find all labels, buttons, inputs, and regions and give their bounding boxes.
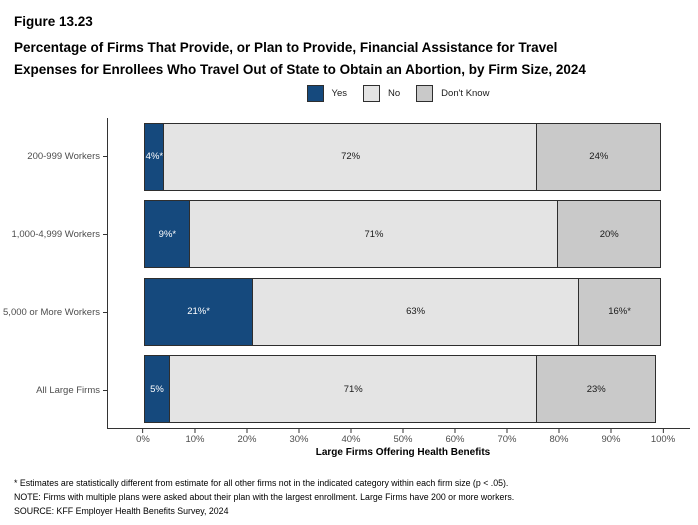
bar-segment-yes: 4%* [144,122,165,191]
x-tick-mark [402,429,404,433]
bar-row-1000-4999: 9%* 71% 20% [108,196,690,274]
x-tick: 10% [185,429,205,445]
footnote-significance: * Estimates are statistically different … [14,478,509,488]
legend-label-yes: Yes [331,87,348,99]
bar-row-all-large-firms: 5% 71% 23% [108,351,690,429]
plot-panel: 4%* 72% 24% 9%* 71% 20% 21%* 63% 16%* 5%… [107,118,690,429]
x-tick-mark [350,429,352,433]
stacked-bar-chart: 200-999 Workers 1,000-4,999 Workers 5,00… [0,118,698,429]
x-tick-label: 0% [136,434,150,445]
stacked-bar: 4%* 72% 24% [144,122,664,191]
bar-row-5000-more: 21%* 63% 16%* [108,273,690,351]
y-axis-labels: 200-999 Workers 1,000-4,999 Workers 5,00… [0,118,107,429]
bar-segment-no: 71% [189,200,559,269]
x-tick: 0% [136,429,150,445]
y-tick-mark [103,311,107,313]
chart-title-line-1: Percentage of Firms That Provide, or Pla… [14,40,558,55]
y-axis-label-row: 1,000-4,999 Workers [0,196,107,274]
x-axis: 0% 10% 20% 30% 40% 50% 60% 70% 80% 90% 1… [136,429,675,446]
category-label-200-999: 200-999 Workers [27,151,100,163]
bar-segment-no: 72% [163,122,538,191]
bar-segment-no: 71% [168,355,538,424]
bar-segment-dont-know: 23% [536,355,656,424]
x-tick: 90% [601,429,621,445]
x-tick: 80% [549,429,569,445]
title-block: Figure 13.23 Percentage of Firms That Pr… [0,0,698,81]
x-tick-mark [194,429,196,433]
x-tick-mark [454,429,456,433]
x-tick-label: 40% [341,434,361,445]
legend-item-no: No [363,84,401,102]
y-axis-label-row: All Large Firms [0,351,107,429]
x-tick-label: 80% [549,434,569,445]
figure-number: Figure 13.23 [14,14,93,29]
y-axis-label-row: 5,000 or More Workers [0,274,107,352]
legend-swatch-yes [306,84,324,102]
x-tick-mark [142,429,144,433]
x-tick-mark [558,429,560,433]
y-axis-label-row: 200-999 Workers [0,118,107,196]
chart-title-line-2: Expenses for Enrollees Who Travel Out of… [14,62,586,77]
x-tick: 20% [237,429,257,445]
y-tick-mark [103,156,107,158]
x-tick-mark [610,429,612,433]
category-label-1000-4999: 1,000-4,999 Workers [11,229,100,241]
bar-segment-yes: 5% [144,355,170,424]
legend-label-no: No [388,87,401,99]
x-tick: 60% [445,429,465,445]
x-tick: 70% [497,429,517,445]
x-tick-label: 50% [393,434,413,445]
stacked-bar: 9%* 71% 20% [144,200,664,269]
footnote-note: NOTE: Firms with multiple plans were ask… [14,492,515,502]
legend-item-yes: Yes [306,84,348,102]
legend-item-dont-know: Don't Know [416,84,490,102]
x-tick-label: 60% [445,434,465,445]
x-tick-mark [662,429,664,433]
x-tick: 30% [289,429,309,445]
x-tick-label: 20% [237,434,257,445]
footnotes: * Estimates are statistically different … [14,476,688,518]
stacked-bar: 21%* 63% 16%* [144,277,664,346]
bar-segment-dont-know: 24% [536,122,662,191]
x-axis-title: Large Firms Offering Health Benefits [315,447,491,458]
stacked-bar: 5% 71% 23% [144,355,664,424]
x-tick: 100% [651,429,675,445]
legend-label-dont-know: Don't Know [441,87,490,99]
category-label-all-large-firms: All Large Firms [36,384,100,396]
bar-segment-yes: 21%* [144,277,254,346]
bar-segment-yes: 9%* [144,200,191,269]
footnote-source: SOURCE: KFF Employer Health Benefits Sur… [14,506,229,516]
x-tick-mark [298,429,300,433]
bar-segment-no: 63% [251,277,580,346]
legend-swatch-no [363,84,381,102]
x-tick-label: 70% [497,434,517,445]
y-tick-mark [103,389,107,391]
legend-swatch-dont-know [416,84,434,102]
x-tick-label: 90% [601,434,621,445]
x-tick-mark [506,429,508,433]
x-tick: 50% [393,429,413,445]
x-tick-label: 10% [185,434,205,445]
bar-segment-dont-know: 20% [557,200,662,269]
x-tick-label: 100% [650,434,676,445]
legend: Yes No Don't Know [0,84,698,102]
y-tick-mark [103,234,107,236]
x-tick-label: 30% [289,434,309,445]
category-label-5000-more: 5,000 or More Workers [3,306,100,318]
bar-segment-dont-know: 16%* [578,277,662,346]
x-tick-mark [246,429,248,433]
bar-row-200-999: 4%* 72% 24% [108,118,690,196]
x-tick: 40% [341,429,361,445]
